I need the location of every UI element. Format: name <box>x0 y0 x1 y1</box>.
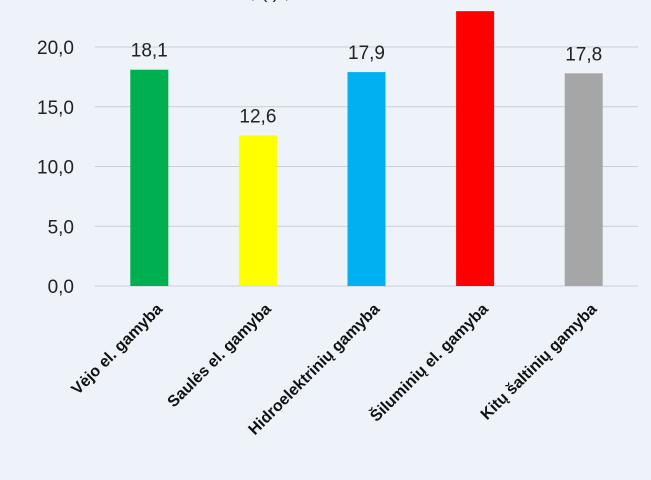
chart-title-fragment: , ( ) , <box>250 0 289 3</box>
y-tick-label: 20,0 <box>37 38 74 59</box>
bar <box>564 73 603 286</box>
bar <box>347 72 386 286</box>
x-category-label: Vėjo el. gamyba <box>69 301 167 399</box>
x-category-label: Saulės el. gamyba <box>165 301 275 411</box>
data-label: 12,6 <box>239 106 276 127</box>
y-tick-label: 0,0 <box>48 277 74 298</box>
y-tick-label: 5,0 <box>48 217 74 238</box>
x-category-label: Kitų šaltinių gamyba <box>478 301 601 424</box>
data-label: 17,9 <box>348 43 385 64</box>
data-label: 17,8 <box>565 44 602 65</box>
bar <box>130 69 169 286</box>
bar <box>456 11 495 287</box>
x-category-label: Šiluminių el. gamyba <box>366 299 492 425</box>
y-tick-label: 15,0 <box>37 98 74 119</box>
x-category-label: Hidroelektrinių gamyba <box>246 301 384 439</box>
bar <box>238 135 277 286</box>
y-tick-label: 10,0 <box>37 158 74 179</box>
data-label: 18,1 <box>131 41 168 62</box>
